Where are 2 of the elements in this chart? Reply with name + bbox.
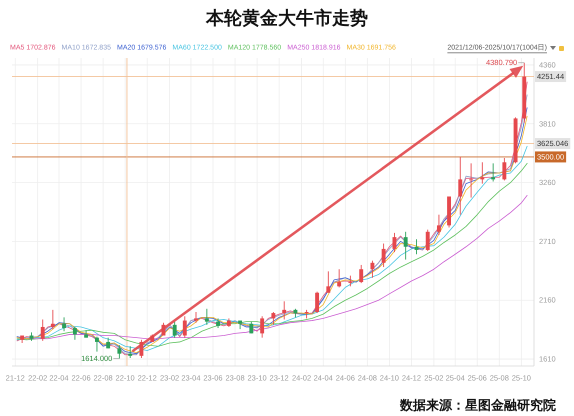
source-note: 数据来源：星图金融研究院	[399, 398, 556, 412]
chart-title: 本轮黄金大牛市走势	[205, 8, 368, 28]
